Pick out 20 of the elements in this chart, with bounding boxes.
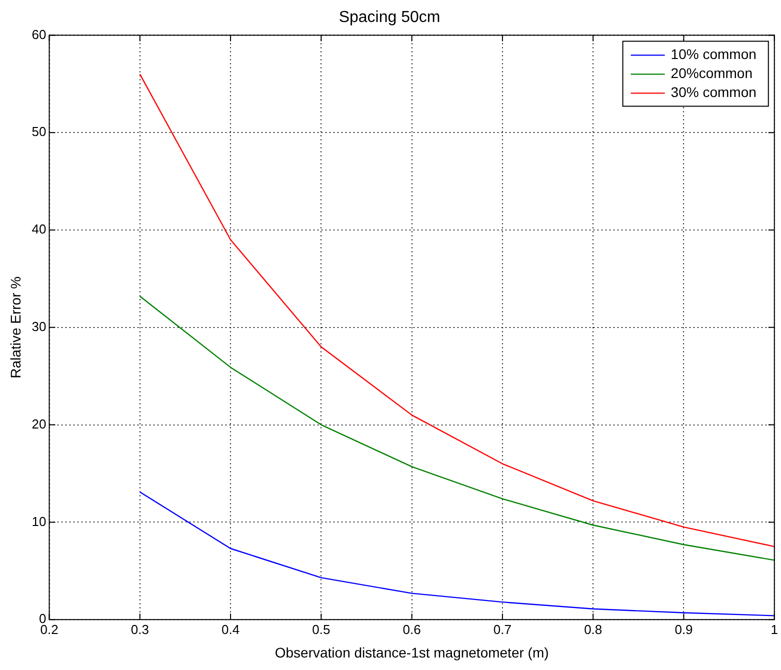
y-tick-label: 20 [32,416,46,432]
x-tick-label: 0.3 [130,622,149,637]
y-tick-label: 10 [32,514,46,529]
x-tick-label: 0.4 [222,622,240,637]
y-tick-label: 40 [32,222,46,237]
chart-title: Spacing 50cm [338,9,440,26]
x-tick-label: 0.9 [674,622,693,637]
legend-label: 20%common [670,65,752,82]
y-axis-title: Ralative Error % [7,276,24,378]
x-tick-label: 0.6 [402,622,421,637]
y-tick-label: 30 [32,318,46,334]
x-tick-label: 0.5 [312,622,330,637]
x-tick-label: 1 [770,622,778,637]
legend-label: 30% common [670,84,756,100]
x-tick-label: 0.7 [493,622,512,637]
y-tick-label: 50 [32,124,46,140]
x-tick-label: 0.8 [584,622,602,637]
legend-label: 10% common [670,46,756,62]
x-axis-title: Observation distance-1st magnetometer (m) [274,644,549,660]
y-tick-label: 60 [32,26,46,42]
